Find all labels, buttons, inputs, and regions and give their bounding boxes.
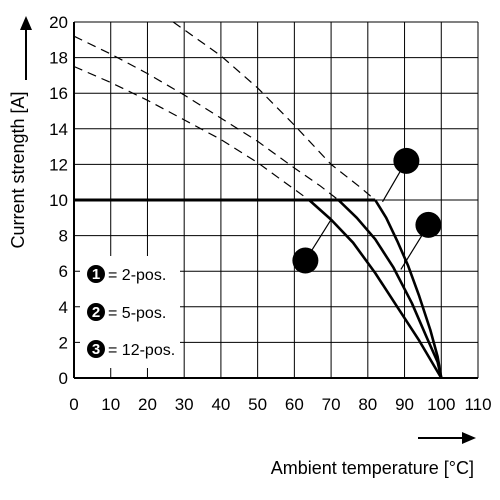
- legend-marker-3-label: 3: [92, 341, 100, 358]
- series-lines: [73, 21, 443, 379]
- y-tick-label-18: 18: [49, 49, 68, 68]
- legend-label-1: = 2-pos.: [108, 267, 166, 284]
- y-axis-arrow: [20, 16, 32, 80]
- y-tick-label-6: 6: [59, 262, 68, 281]
- callout-marker-2-label: 2: [423, 215, 434, 237]
- x-tick-label-20: 20: [138, 395, 157, 414]
- x-tick-label-10: 10: [101, 395, 120, 414]
- series-1-derating-line: [374, 199, 443, 379]
- tick-labels: 0 10 20 30 40 50 60 70 80 90 100 110024681012141618…: [49, 13, 491, 414]
- x-tick-label-90: 90: [395, 395, 414, 414]
- y-tick-label-0: 0: [59, 369, 68, 388]
- callout-marker-3: [292, 247, 319, 274]
- x-tick-label-30: 30: [175, 395, 194, 414]
- x-tick-label-50: 50: [248, 395, 267, 414]
- x-axis-arrow: [418, 432, 476, 444]
- y-tick-label-14: 14: [49, 120, 68, 139]
- legend-marker-1: [87, 265, 105, 283]
- series-1-dashed-line: [172, 21, 376, 201]
- callout-marker-2: [415, 211, 442, 238]
- y-tick-label-8: 8: [59, 227, 68, 246]
- x-tick-label-40: 40: [211, 395, 230, 414]
- y-tick-label-12: 12: [49, 155, 68, 174]
- y-tick-label-20: 20: [49, 13, 68, 32]
- y-tick-label-16: 16: [49, 84, 68, 103]
- y-axis-label: Current strength [A]: [8, 91, 28, 248]
- legend-entry-1: 1 = 2-pos.: [87, 265, 166, 284]
- legend: 1 = 2-pos. 2 = 5-pos. 3 = 12-pos.: [80, 256, 180, 368]
- x-tick-label-60: 60: [285, 395, 304, 414]
- callout-marker-1-label: 1: [401, 151, 412, 173]
- y-tick-label-10: 10: [49, 191, 68, 210]
- y-tick-label-2: 2: [59, 333, 68, 352]
- legend-marker-2-label: 2: [92, 304, 100, 321]
- series-markers: 1 2 3: [292, 147, 442, 274]
- legend-entry-3: 3 = 12-pos.: [87, 340, 175, 359]
- legend-marker-2: [87, 303, 105, 321]
- legend-marker-3: [87, 340, 105, 358]
- series-2-dashed-line: [73, 35, 339, 201]
- legend-entry-2: 2 = 5-pos.: [87, 303, 166, 322]
- x-tick-label-100: 100: [427, 395, 455, 414]
- legend-label-2: = 5-pos.: [108, 305, 166, 322]
- x-tick-label-0: 0: [69, 395, 78, 414]
- x-tick-label-80: 80: [358, 395, 377, 414]
- legend-label-3: = 12-pos.: [108, 342, 175, 359]
- x-tick-label-70: 70: [322, 395, 341, 414]
- x-tick-label-110: 110: [464, 395, 491, 414]
- series-3-dashed-line: [73, 65, 310, 201]
- series-3-derating-line: [308, 199, 443, 379]
- callout-marker-1: [393, 147, 420, 174]
- y-tick-label-4: 4: [59, 298, 68, 317]
- series-2-derating-line: [337, 199, 443, 379]
- callout-marker-3-label: 3: [300, 251, 311, 273]
- x-axis-label: Ambient temperature [°C]: [271, 458, 474, 478]
- legend-marker-1-label: 1: [92, 266, 100, 283]
